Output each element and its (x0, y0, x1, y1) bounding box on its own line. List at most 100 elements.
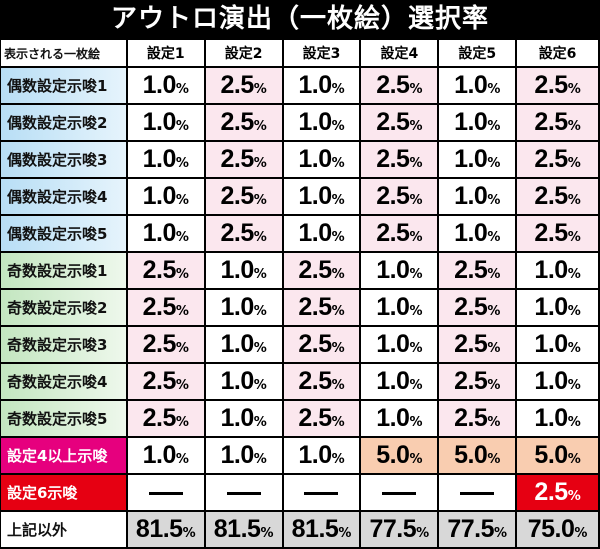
rate-value: 1.0 (454, 108, 488, 136)
rate-value: 1.0 (534, 404, 568, 432)
rate-value: 1.0 (534, 293, 568, 321)
percent-sign: % (253, 452, 267, 467)
header-setting-1: 設定1 (127, 40, 204, 66)
rate-cell: 1.0% (517, 253, 598, 288)
rate-cell: 2.5% (439, 401, 516, 436)
rate-cell: 2.5% (439, 364, 516, 399)
rate-cell: 2.5% (205, 179, 282, 214)
rate-value: 1.0 (220, 330, 254, 358)
percent-sign: % (175, 304, 189, 319)
rate-value: 2.5 (298, 330, 332, 358)
rate-value: 81.5 (213, 515, 261, 543)
percent-sign: % (487, 415, 501, 430)
rate-cell (439, 475, 516, 510)
percent-sign: % (409, 304, 423, 319)
row-label: 奇数設定示唆5 (1, 401, 126, 436)
percent-sign: % (253, 415, 267, 430)
rate-value: 1.0 (220, 367, 254, 395)
table-row: 奇数設定示唆5 2.5% 1.0% 2.5% 1.0% 2.5% 1.0% (1, 401, 598, 436)
percent-sign: % (182, 526, 196, 541)
table-row: 偶数設定示唆5 1.0% 2.5% 1.0% 2.5% 1.0% 2.5% (1, 216, 598, 251)
table-row: 偶数設定示唆4 1.0% 2.5% 1.0% 2.5% 1.0% 2.5% (1, 179, 598, 214)
rate-cell: 2.5% (439, 327, 516, 362)
percent-sign: % (331, 378, 345, 393)
percent-sign: % (175, 230, 189, 245)
rate-cell (283, 475, 360, 510)
rate-value: 77.5 (447, 515, 495, 543)
row-label: 上記以外 (1, 512, 126, 547)
percent-sign: % (409, 156, 423, 171)
percent-sign: % (331, 267, 345, 282)
rate-value: 1.0 (142, 145, 177, 173)
row-label: 偶数設定示唆1 (1, 68, 126, 103)
rate-cell (127, 475, 204, 510)
rate-value: 1.0 (454, 219, 488, 247)
percent-sign: % (567, 415, 581, 430)
rate-cell: 2.5% (283, 327, 360, 362)
percent-sign: % (409, 119, 423, 134)
rate-value: 2.5 (534, 145, 568, 173)
row-label: 偶数設定示唆4 (1, 179, 126, 214)
rate-cell: 5.0% (517, 438, 598, 473)
rate-value: 1.0 (534, 330, 568, 358)
rate-cell: 2.5% (205, 142, 282, 177)
rate-value: 2.5 (534, 219, 568, 247)
rate-value: 1.0 (454, 71, 488, 99)
rate-cell: 2.5% (205, 216, 282, 251)
percent-sign: % (175, 341, 189, 356)
table-row: 設定6示唆 2.5% (1, 475, 598, 510)
selection-rate-table: 表示される一枚絵 設定1 設定2 設定3 設定4 設定5 設定6 偶数設定示唆1… (0, 38, 600, 549)
rate-value: 2.5 (142, 367, 177, 395)
percent-sign: % (409, 378, 423, 393)
rate-cell: 2.5% (283, 253, 360, 288)
rate-value: 1.0 (376, 256, 410, 284)
rate-cell: 2.5% (283, 290, 360, 325)
percent-sign: % (409, 193, 423, 208)
percent-sign: % (331, 230, 345, 245)
rate-value: 2.5 (142, 404, 177, 432)
rate-cell: 5.0% (361, 438, 438, 473)
percent-sign: % (331, 82, 345, 97)
rate-cell: 81.5% (283, 512, 360, 547)
rate-cell: 1.0% (205, 327, 282, 362)
header-setting-3: 設定3 (283, 40, 360, 66)
rate-cell: 2.5% (127, 290, 204, 325)
header-row: 表示される一枚絵 設定1 設定2 設定3 設定4 設定5 設定6 (1, 40, 598, 66)
table-row: 偶数設定示唆2 1.0% 2.5% 1.0% 2.5% 1.0% 2.5% (1, 105, 598, 140)
rate-cell: 1.0% (517, 327, 598, 362)
rate-value: 2.5 (534, 71, 568, 99)
percent-sign: % (487, 267, 501, 282)
percent-sign: % (409, 415, 423, 430)
row-label: 奇数設定示唆3 (1, 327, 126, 362)
percent-sign: % (331, 304, 345, 319)
rate-value: 2.5 (454, 256, 488, 284)
percent-sign: % (567, 452, 581, 467)
rate-value: 2.5 (376, 71, 410, 99)
rate-value: 1.0 (376, 367, 410, 395)
row-label: 設定4以上示唆 (1, 438, 126, 473)
percent-sign: % (331, 452, 345, 467)
rate-value: 2.5 (220, 182, 254, 210)
rate-cell: 1.0% (361, 327, 438, 362)
rate-value: 1.0 (454, 182, 488, 210)
rate-value: 1.0 (298, 182, 332, 210)
percent-sign: % (487, 378, 501, 393)
rate-value: 81.5 (135, 515, 183, 543)
dash-mark (382, 492, 417, 495)
rate-value: 1.0 (298, 145, 332, 173)
rate-value: 2.5 (534, 182, 568, 210)
dash-mark (148, 492, 183, 495)
rate-value: 2.5 (454, 367, 488, 395)
percent-sign: % (253, 193, 267, 208)
rate-value: 2.5 (454, 404, 488, 432)
rate-value: 2.5 (376, 182, 410, 210)
rate-cell: 1.0% (439, 179, 516, 214)
rate-value: 5.0 (376, 441, 410, 469)
rate-cell: 1.0% (127, 438, 204, 473)
rate-cell: 2.5% (361, 142, 438, 177)
percent-sign: % (175, 378, 189, 393)
rate-cell: 2.5% (361, 68, 438, 103)
rate-value: 1.0 (142, 71, 177, 99)
percent-sign: % (567, 230, 581, 245)
rate-value: 1.0 (220, 293, 254, 321)
